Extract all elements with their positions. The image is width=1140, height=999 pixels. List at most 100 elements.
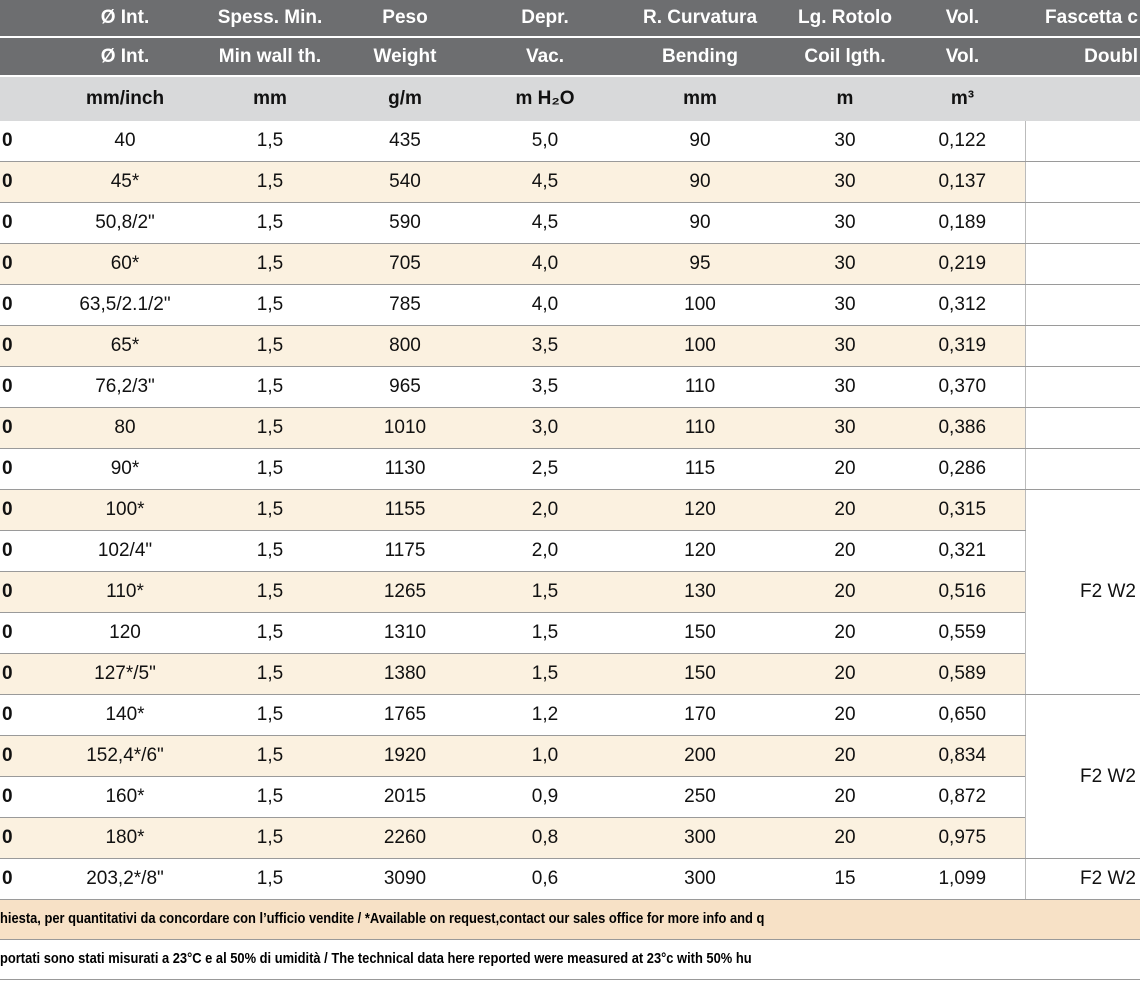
data-cell: 0,975 — [900, 817, 1025, 859]
measurement-note: portati sono stati misurati a 23°C e al … — [0, 940, 1140, 980]
data-row: 0 140* 1,5 1765 1,2 170 20 0,650 F2 W2 — [0, 694, 1140, 859]
data-cell: 45* — [40, 161, 210, 203]
availability-note: hiesta, per quantitativi da concordare c… — [0, 900, 1140, 940]
data-cell: 0,315 — [900, 489, 1025, 531]
data-cell: 20 — [790, 776, 900, 818]
data-cell: 590 — [330, 202, 480, 244]
data-row: 0 60* 1,5 705 4,0 95 30 0,219 — [0, 243, 1140, 285]
header-cell: Lg. Rotolo — [790, 0, 900, 38]
data-cell: 3090 — [330, 858, 480, 900]
data-cell: 1,5 — [210, 448, 330, 490]
row-code: 0 — [0, 243, 40, 285]
data-cell: 115 — [610, 448, 790, 490]
data-cell: 1130 — [330, 448, 480, 490]
data-cell: 30 — [790, 121, 900, 162]
data-cell: 1,5 — [210, 694, 330, 736]
data-cell: 90 — [610, 202, 790, 244]
data-cell: 95 — [610, 243, 790, 285]
row-code: 0 — [0, 284, 40, 326]
data-cell: 0,370 — [900, 366, 1025, 408]
data-cell: 965 — [330, 366, 480, 408]
header-row: mm/inch mm g/m m H₂O mm m m³ — [0, 76, 1140, 121]
data-row: 0 40 1,5 435 5,0 90 30 0,122 — [0, 121, 1140, 162]
data-cell: 0,286 — [900, 448, 1025, 490]
data-cell: 203,2*/8" — [40, 858, 210, 900]
data-cell: 20 — [790, 817, 900, 859]
header-cell: Spess. Min. — [210, 0, 330, 38]
data-cell: 1,5 — [210, 202, 330, 244]
data-cell: 540 — [330, 161, 480, 203]
row-code: 0 — [0, 694, 40, 736]
data-cell: 1920 — [330, 735, 480, 777]
data-cell: 435 — [330, 121, 480, 162]
data-cell: 20 — [790, 653, 900, 695]
data-cell: 63,5/2.1/2" — [40, 284, 210, 326]
data-cell: 76,2/3" — [40, 366, 210, 408]
header-cell: Vol. — [900, 0, 1025, 38]
data-cell: 1,5 — [210, 776, 330, 818]
data-cell: 170 — [610, 694, 790, 736]
header-cell: m³ — [900, 76, 1025, 121]
data-cell: 2,0 — [480, 530, 610, 572]
data-cell: 4,5 — [480, 161, 610, 203]
spec-table: Ø Int. Spess. Min. Peso Depr. R. Curvatura Lg… — [0, 0, 1140, 900]
data-cell: 2,5 — [480, 448, 610, 490]
fascetta-cell: F2 W2 — [1024, 858, 1140, 900]
row-code: 0 — [0, 776, 40, 818]
data-cell: 30 — [790, 407, 900, 449]
fascetta-cell — [1024, 121, 1140, 162]
data-cell: 4,0 — [480, 284, 610, 326]
data-cell: 1,5 — [480, 653, 610, 695]
row-code: 0 — [0, 571, 40, 613]
data-cell: 30 — [790, 325, 900, 367]
data-cell: 1,5 — [480, 571, 610, 613]
data-cell: 152,4*/6" — [40, 735, 210, 777]
data-cell: 1,5 — [210, 817, 330, 859]
data-row: 0 45* 1,5 540 4,5 90 30 0,137 — [0, 161, 1140, 203]
data-cell: 0,516 — [900, 571, 1025, 613]
header-cell: Doubl — [1025, 37, 1140, 77]
fascetta-cell — [1024, 407, 1140, 449]
data-cell: 1,5 — [210, 571, 330, 613]
data-cell: 120 — [610, 530, 790, 572]
data-row: 0 152,4*/6" 1,5 1920 1,0 200 20 0,834 — [0, 735, 1140, 777]
header-cell: Coil lgth. — [790, 37, 900, 77]
data-cell: 90 — [610, 161, 790, 203]
data-cell: 20 — [790, 571, 900, 613]
row-code: 0 — [0, 735, 40, 777]
header-cell — [0, 76, 40, 121]
data-cell: 3,5 — [480, 325, 610, 367]
data-cell: 50,8/2" — [40, 202, 210, 244]
data-cell: 1,5 — [210, 735, 330, 777]
data-row: 0 80 1,5 1010 3,0 110 30 0,386 — [0, 407, 1140, 449]
data-row: 0 63,5/2.1/2" 1,5 785 4,0 100 30 0,312 — [0, 284, 1140, 326]
row-code: 0 — [0, 161, 40, 203]
data-cell: 4,5 — [480, 202, 610, 244]
data-cell: 1,5 — [210, 530, 330, 572]
data-cell: 200 — [610, 735, 790, 777]
data-cell: 3,5 — [480, 366, 610, 408]
header-cell: Ø Int. — [40, 37, 210, 77]
data-row: 0 120 1,5 1310 1,5 150 20 0,559 — [0, 612, 1140, 654]
data-cell: 1,5 — [480, 612, 610, 654]
data-cell: 1310 — [330, 612, 480, 654]
row-code: 0 — [0, 817, 40, 859]
data-cell: 1,5 — [210, 653, 330, 695]
row-code: 0 — [0, 407, 40, 449]
data-cell: 20 — [790, 735, 900, 777]
header-cell: Weight — [330, 37, 480, 77]
header-cell: Depr. — [480, 0, 610, 38]
data-cell: 1,5 — [210, 489, 330, 531]
header-cell: Vac. — [480, 37, 610, 77]
data-row: 0 180* 1,5 2260 0,8 300 20 0,975 — [0, 817, 1140, 859]
fascetta-cell — [1024, 243, 1140, 285]
data-cell: 60* — [40, 243, 210, 285]
data-cell: 0,321 — [900, 530, 1025, 572]
row-code: 0 — [0, 366, 40, 408]
row-code: 0 — [0, 653, 40, 695]
data-cell: 90* — [40, 448, 210, 490]
header-cell: Peso — [330, 0, 480, 38]
header-row: Ø Int. Min wall th. Weight Vac. Bending Coil … — [0, 37, 1140, 77]
data-row: 0 50,8/2" 1,5 590 4,5 90 30 0,189 — [0, 202, 1140, 244]
data-cell: 800 — [330, 325, 480, 367]
